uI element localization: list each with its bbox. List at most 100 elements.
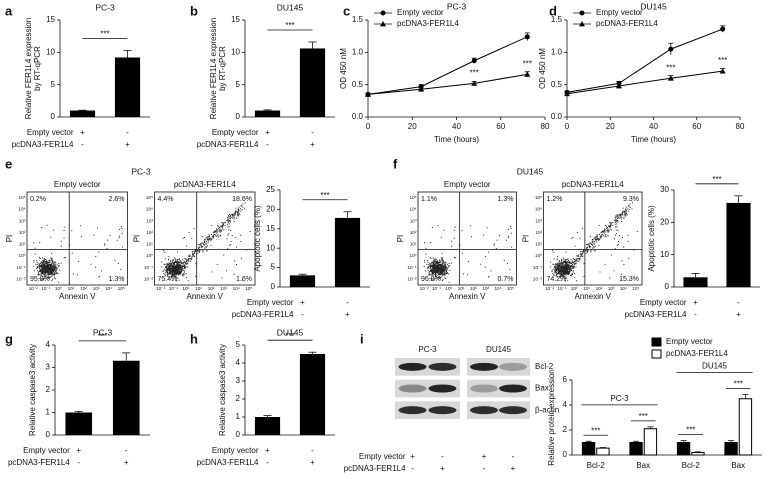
- event-dot: [239, 208, 241, 210]
- event-dot: [230, 243, 232, 245]
- y-tick-label: 10⁻¹: [533, 265, 543, 270]
- condition-sign: +: [310, 458, 315, 467]
- event-dot: [580, 252, 582, 254]
- event-dot: [188, 255, 190, 257]
- event-dot: [53, 269, 55, 271]
- event-dot: [555, 271, 557, 273]
- quadrant-label: 0.7%: [498, 276, 514, 283]
- y-tick-label: 10³: [535, 218, 542, 223]
- event-dot: [445, 271, 447, 273]
- event-dot: [437, 270, 439, 272]
- condition-sign: +: [736, 310, 741, 319]
- event-dot: [209, 237, 211, 239]
- event-dot: [39, 270, 41, 272]
- event-dot: [582, 252, 584, 254]
- event-dot: [610, 224, 612, 226]
- event-dot: [569, 269, 571, 271]
- event-dot: [566, 266, 568, 268]
- event-dot: [562, 269, 564, 271]
- event-dot: [40, 279, 42, 281]
- event-dot: [195, 263, 197, 265]
- event-dot: [171, 270, 173, 272]
- event-dot: [177, 277, 179, 279]
- event-dot: [176, 262, 178, 264]
- event-dot: [174, 268, 176, 270]
- event-dot: [566, 264, 568, 266]
- event-dot: [210, 244, 212, 246]
- event-dot: [188, 232, 190, 234]
- event-dot: [627, 234, 629, 236]
- event-dot: [486, 227, 488, 229]
- event-dot: [434, 258, 436, 260]
- event-dot: [565, 251, 567, 253]
- event-dot: [432, 268, 434, 270]
- event-dot: [176, 280, 178, 282]
- event-dot: [557, 271, 559, 273]
- event-dot: [45, 260, 47, 262]
- event-dot: [442, 270, 444, 272]
- event-dot: [51, 270, 53, 272]
- event-dot: [45, 276, 47, 278]
- event-dot: [242, 203, 244, 205]
- event-dot: [52, 229, 54, 231]
- event-dot: [238, 206, 240, 208]
- event-dot: [572, 265, 574, 267]
- event-dot: [560, 265, 562, 267]
- event-dot: [440, 267, 442, 269]
- event-dot: [184, 266, 186, 268]
- event-dot: [566, 274, 568, 276]
- event-dot: [615, 219, 617, 221]
- event-dot: [470, 236, 472, 238]
- y-tick-label: 5: [236, 80, 241, 89]
- event-dot: [52, 278, 54, 280]
- event-dot: [219, 227, 221, 229]
- event-dot: [557, 265, 559, 267]
- event-dot: [553, 271, 555, 273]
- event-dot: [187, 263, 189, 265]
- event-dot: [435, 271, 437, 273]
- event-dot: [229, 220, 231, 222]
- event-dot: [201, 242, 203, 244]
- event-dot: [42, 278, 44, 280]
- event-dot: [193, 254, 195, 256]
- event-dot: [166, 264, 168, 266]
- event-dot: [435, 268, 437, 270]
- event-dot: [177, 267, 179, 269]
- event-dot: [448, 262, 450, 264]
- event-dot: [49, 266, 51, 268]
- event-dot: [575, 260, 577, 262]
- event-dot: [179, 265, 181, 267]
- condition-sign: -: [512, 452, 515, 461]
- event-dot: [55, 261, 57, 263]
- event-dot: [190, 258, 192, 260]
- event-dot: [607, 234, 609, 236]
- event-dot: [193, 250, 195, 252]
- event-dot: [50, 268, 52, 270]
- event-dot: [90, 263, 92, 265]
- event-dot: [560, 276, 562, 278]
- event-dot: [576, 255, 578, 257]
- event-dot: [96, 227, 98, 229]
- event-dot: [571, 266, 573, 268]
- event-dot: [233, 220, 235, 222]
- event-dot: [596, 234, 598, 236]
- event-dot: [625, 212, 627, 214]
- event-dot: [433, 263, 435, 265]
- event-dot: [559, 270, 561, 272]
- event-dot: [169, 272, 171, 274]
- event-dot: [51, 267, 53, 269]
- event-dot: [563, 276, 565, 278]
- event-dot: [600, 237, 602, 239]
- event-dot: [47, 265, 49, 267]
- marker: [418, 86, 425, 92]
- event-dot: [53, 264, 55, 266]
- event-dot: [229, 218, 231, 220]
- event-dot: [176, 264, 178, 266]
- event-dot: [173, 265, 175, 267]
- event-dot: [621, 260, 623, 262]
- event-dot: [170, 264, 172, 266]
- event-dot: [216, 230, 218, 232]
- event-dot: [173, 263, 175, 265]
- event-dot: [628, 209, 630, 211]
- event-dot: [596, 237, 598, 239]
